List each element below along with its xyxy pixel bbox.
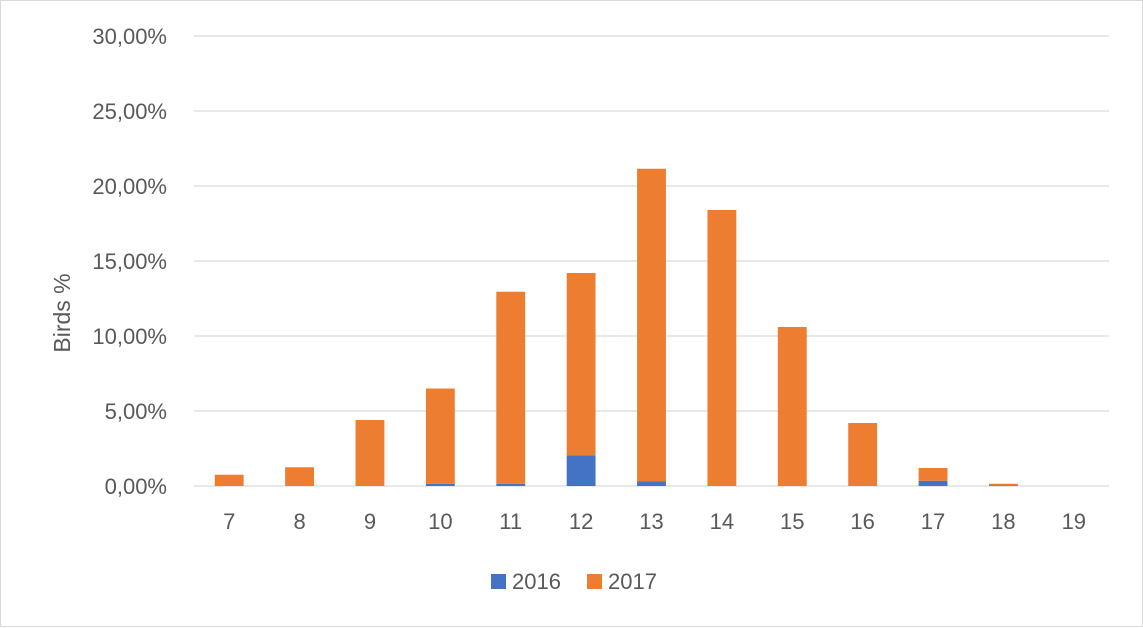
x-tick-label: 7	[223, 509, 235, 534]
y-tick-label: 10,00%	[92, 324, 167, 349]
bar-segment-2016	[566, 455, 596, 486]
y-tick-label: 15,00%	[92, 249, 167, 274]
y-tick-label: 30,00%	[92, 24, 167, 49]
legend-label: 2016	[512, 569, 561, 594]
y-tick-label: 25,00%	[92, 99, 167, 124]
bar-segment-2017	[777, 327, 807, 486]
x-tick-label: 11	[499, 509, 522, 534]
bars	[214, 168, 1018, 486]
bar-segment-2017	[285, 467, 315, 486]
y-tick-label: 5,00%	[105, 399, 167, 424]
x-tick-label: 15	[780, 509, 804, 534]
bar-segment-2017	[355, 420, 385, 486]
x-tick-label: 10	[428, 509, 452, 534]
bar-segment-2017	[496, 291, 526, 484]
x-tick-label: 14	[710, 509, 734, 534]
legend-swatch-2016	[491, 574, 506, 589]
bar-segment-2017	[214, 474, 244, 486]
bar-segment-2016	[425, 483, 455, 486]
bar-segment-2017	[988, 483, 1018, 486]
bar-segment-2017	[918, 468, 948, 481]
bar-segment-2017	[707, 210, 737, 486]
y-tick-label: 0,00%	[105, 474, 167, 499]
x-tick-label: 16	[850, 509, 874, 534]
legend-swatch-2017	[587, 574, 602, 589]
legend-label: 2017	[608, 569, 657, 594]
x-axis-ticks: 7 8 9 10 11 12 13 14 15 16 17 18 19	[223, 509, 1086, 534]
y-axis-ticks: 0,00% 5,00% 10,00% 15,00% 20,00% 25,00% 30,00%	[92, 24, 167, 499]
y-tick-label: 20,00%	[92, 174, 167, 199]
bar-segment-2017	[566, 273, 596, 456]
bar-segment-2017	[637, 168, 666, 482]
legend: 2016 2017	[491, 569, 657, 594]
y-axis-label: Birds %	[49, 273, 75, 352]
x-tick-label: 17	[921, 509, 945, 534]
bar-segment-2017	[425, 388, 455, 484]
x-tick-label: 12	[569, 509, 593, 534]
bar-segment-2016	[988, 485, 1018, 486]
bar-segment-2017	[848, 423, 878, 486]
bar-segment-2016	[637, 481, 666, 486]
x-tick-label: 18	[991, 509, 1015, 534]
bar-segment-2016	[496, 483, 526, 486]
x-tick-label: 19	[1062, 509, 1086, 534]
x-tick-label: 8	[293, 509, 305, 534]
bar-segment-2016	[918, 480, 948, 486]
x-tick-label: 9	[364, 509, 376, 534]
x-tick-label: 13	[639, 509, 663, 534]
